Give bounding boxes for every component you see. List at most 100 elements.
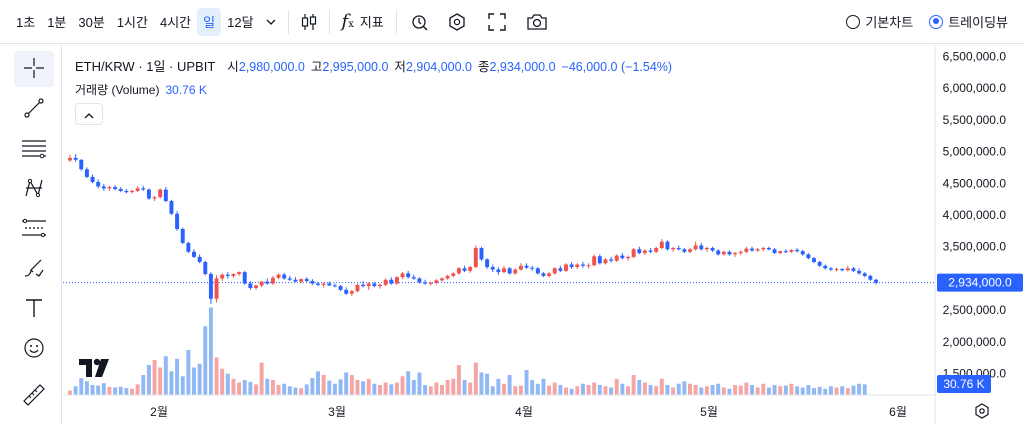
volume-bar — [704, 386, 709, 395]
time-tick-label: 5월 — [700, 405, 718, 419]
candle-body — [789, 249, 794, 252]
brush-icon — [22, 256, 46, 283]
candle-body — [276, 274, 281, 278]
volume-bar — [141, 375, 146, 395]
fib-retracement-tool[interactable] — [14, 131, 54, 167]
timeframe-1d[interactable]: 일 — [197, 7, 222, 36]
timeframe-12mo[interactable]: 12달 — [227, 15, 254, 30]
volume-bar — [738, 385, 743, 395]
change-value: −46,000.0 (−1.54%) — [561, 60, 673, 74]
chevron-down-icon[interactable] — [260, 8, 282, 36]
volume-value: 30.76 K — [165, 83, 207, 97]
candle-body — [310, 281, 315, 284]
price-tick-label: 2,000,000.0 — [943, 335, 1007, 349]
settings-hexagon-icon[interactable] — [437, 8, 477, 36]
candlestick-icon[interactable] — [295, 8, 323, 36]
pattern-tool[interactable] — [14, 171, 54, 207]
candle-body — [90, 176, 95, 182]
candle-body — [586, 265, 591, 267]
volume-bar — [564, 387, 568, 395]
volume-bar — [79, 378, 84, 395]
chart-area[interactable]: 6,500,000.0 6,000,000.0 5,500,000.0 5,000,0… — [63, 45, 1024, 424]
candle-body — [259, 281, 264, 286]
volume-bar — [479, 372, 484, 395]
candle-body — [518, 265, 523, 270]
volume-bar — [68, 390, 72, 395]
collapse-legend-button[interactable] — [75, 103, 103, 125]
price-chart[interactable]: 6,500,000.0 6,000,000.0 5,500,000.0 5,000,0… — [63, 45, 1024, 424]
emoji-tool[interactable] — [14, 331, 54, 367]
time-tick-label: 6월 — [889, 405, 907, 419]
candle-body — [203, 261, 208, 275]
current-volume-badge — [937, 375, 991, 393]
trend-line-tool[interactable] — [14, 91, 54, 127]
candle-body — [152, 197, 157, 199]
candle-body — [270, 277, 275, 284]
timeframe-1m[interactable]: 1분 — [47, 15, 67, 30]
volume-bar — [744, 382, 749, 395]
fullscreen-icon[interactable] — [477, 8, 517, 36]
low-label: 저 — [394, 60, 406, 74]
volume-bar — [73, 386, 78, 395]
timeframe-4h[interactable]: 4시간 — [159, 15, 192, 30]
candle-body — [231, 274, 236, 276]
price-tick-label: 4,500,000.0 — [943, 176, 1007, 190]
open-value: 2,980,000.0 — [238, 60, 305, 74]
candle-body — [547, 273, 552, 276]
indicators-button[interactable]: fx 지표 — [336, 8, 390, 36]
volume-bar — [513, 386, 518, 395]
brush-tool[interactable] — [14, 251, 54, 287]
ruler-tool[interactable] — [14, 378, 54, 414]
volume-bar — [795, 386, 800, 395]
volume-bar — [84, 381, 89, 395]
crosshair-tool[interactable] — [14, 51, 54, 87]
volume-bar — [197, 363, 202, 395]
volume-bar — [180, 376, 185, 395]
volume-bar — [107, 386, 112, 395]
volume-bar — [761, 383, 766, 395]
timeframe-1h[interactable]: 1시간 — [116, 15, 148, 30]
price-tick-label: 4,000,000.0 — [943, 208, 1007, 222]
candle-body — [524, 265, 529, 268]
prediction-tool[interactable] — [14, 211, 54, 247]
volume-bar — [270, 380, 275, 395]
volume-bar — [276, 385, 281, 395]
candle-body — [496, 269, 501, 273]
candle-body — [513, 269, 518, 274]
indicators-label: 지표 — [359, 15, 384, 30]
mode-tradingview[interactable]: 트레이딩뷰 — [929, 12, 1008, 31]
axis-settings-icon[interactable] — [975, 403, 989, 419]
volume-bar — [349, 375, 354, 395]
volume-bar — [389, 384, 394, 395]
candle-body — [135, 188, 140, 191]
candle-body — [659, 241, 664, 248]
toolbar-divider — [395, 9, 397, 34]
candle-body — [868, 275, 873, 280]
candle-body — [242, 272, 247, 284]
volume-bar — [355, 380, 360, 395]
alert-icon[interactable] — [403, 8, 437, 36]
candle-body — [355, 284, 360, 292]
volume-bar — [592, 382, 597, 395]
camera-icon[interactable] — [517, 8, 557, 36]
candle-body — [744, 248, 749, 252]
candle-body — [473, 248, 478, 268]
time-tick-label: 4월 — [515, 405, 533, 419]
volume-bar — [423, 385, 428, 395]
text-tool[interactable] — [14, 291, 54, 327]
mode-basic-chart[interactable]: 기본차트 — [846, 12, 913, 31]
candle-body — [626, 256, 630, 259]
volume-bar — [400, 376, 405, 395]
volume-bar — [524, 370, 529, 395]
tradingview-logo[interactable] — [77, 353, 113, 383]
candle-body — [569, 264, 574, 268]
candle-body — [208, 274, 213, 299]
timeframe-1s[interactable]: 1초 — [16, 15, 36, 30]
candle-body — [366, 283, 371, 287]
candle-body — [676, 248, 681, 250]
volume-bar — [806, 385, 811, 395]
symbol-title[interactable]: ETH/KRW · 1일 · UPBIT — [75, 59, 216, 74]
timeframe-30m[interactable]: 30분 — [78, 15, 105, 30]
volume-bar — [321, 375, 326, 395]
volume-bar — [518, 385, 523, 395]
